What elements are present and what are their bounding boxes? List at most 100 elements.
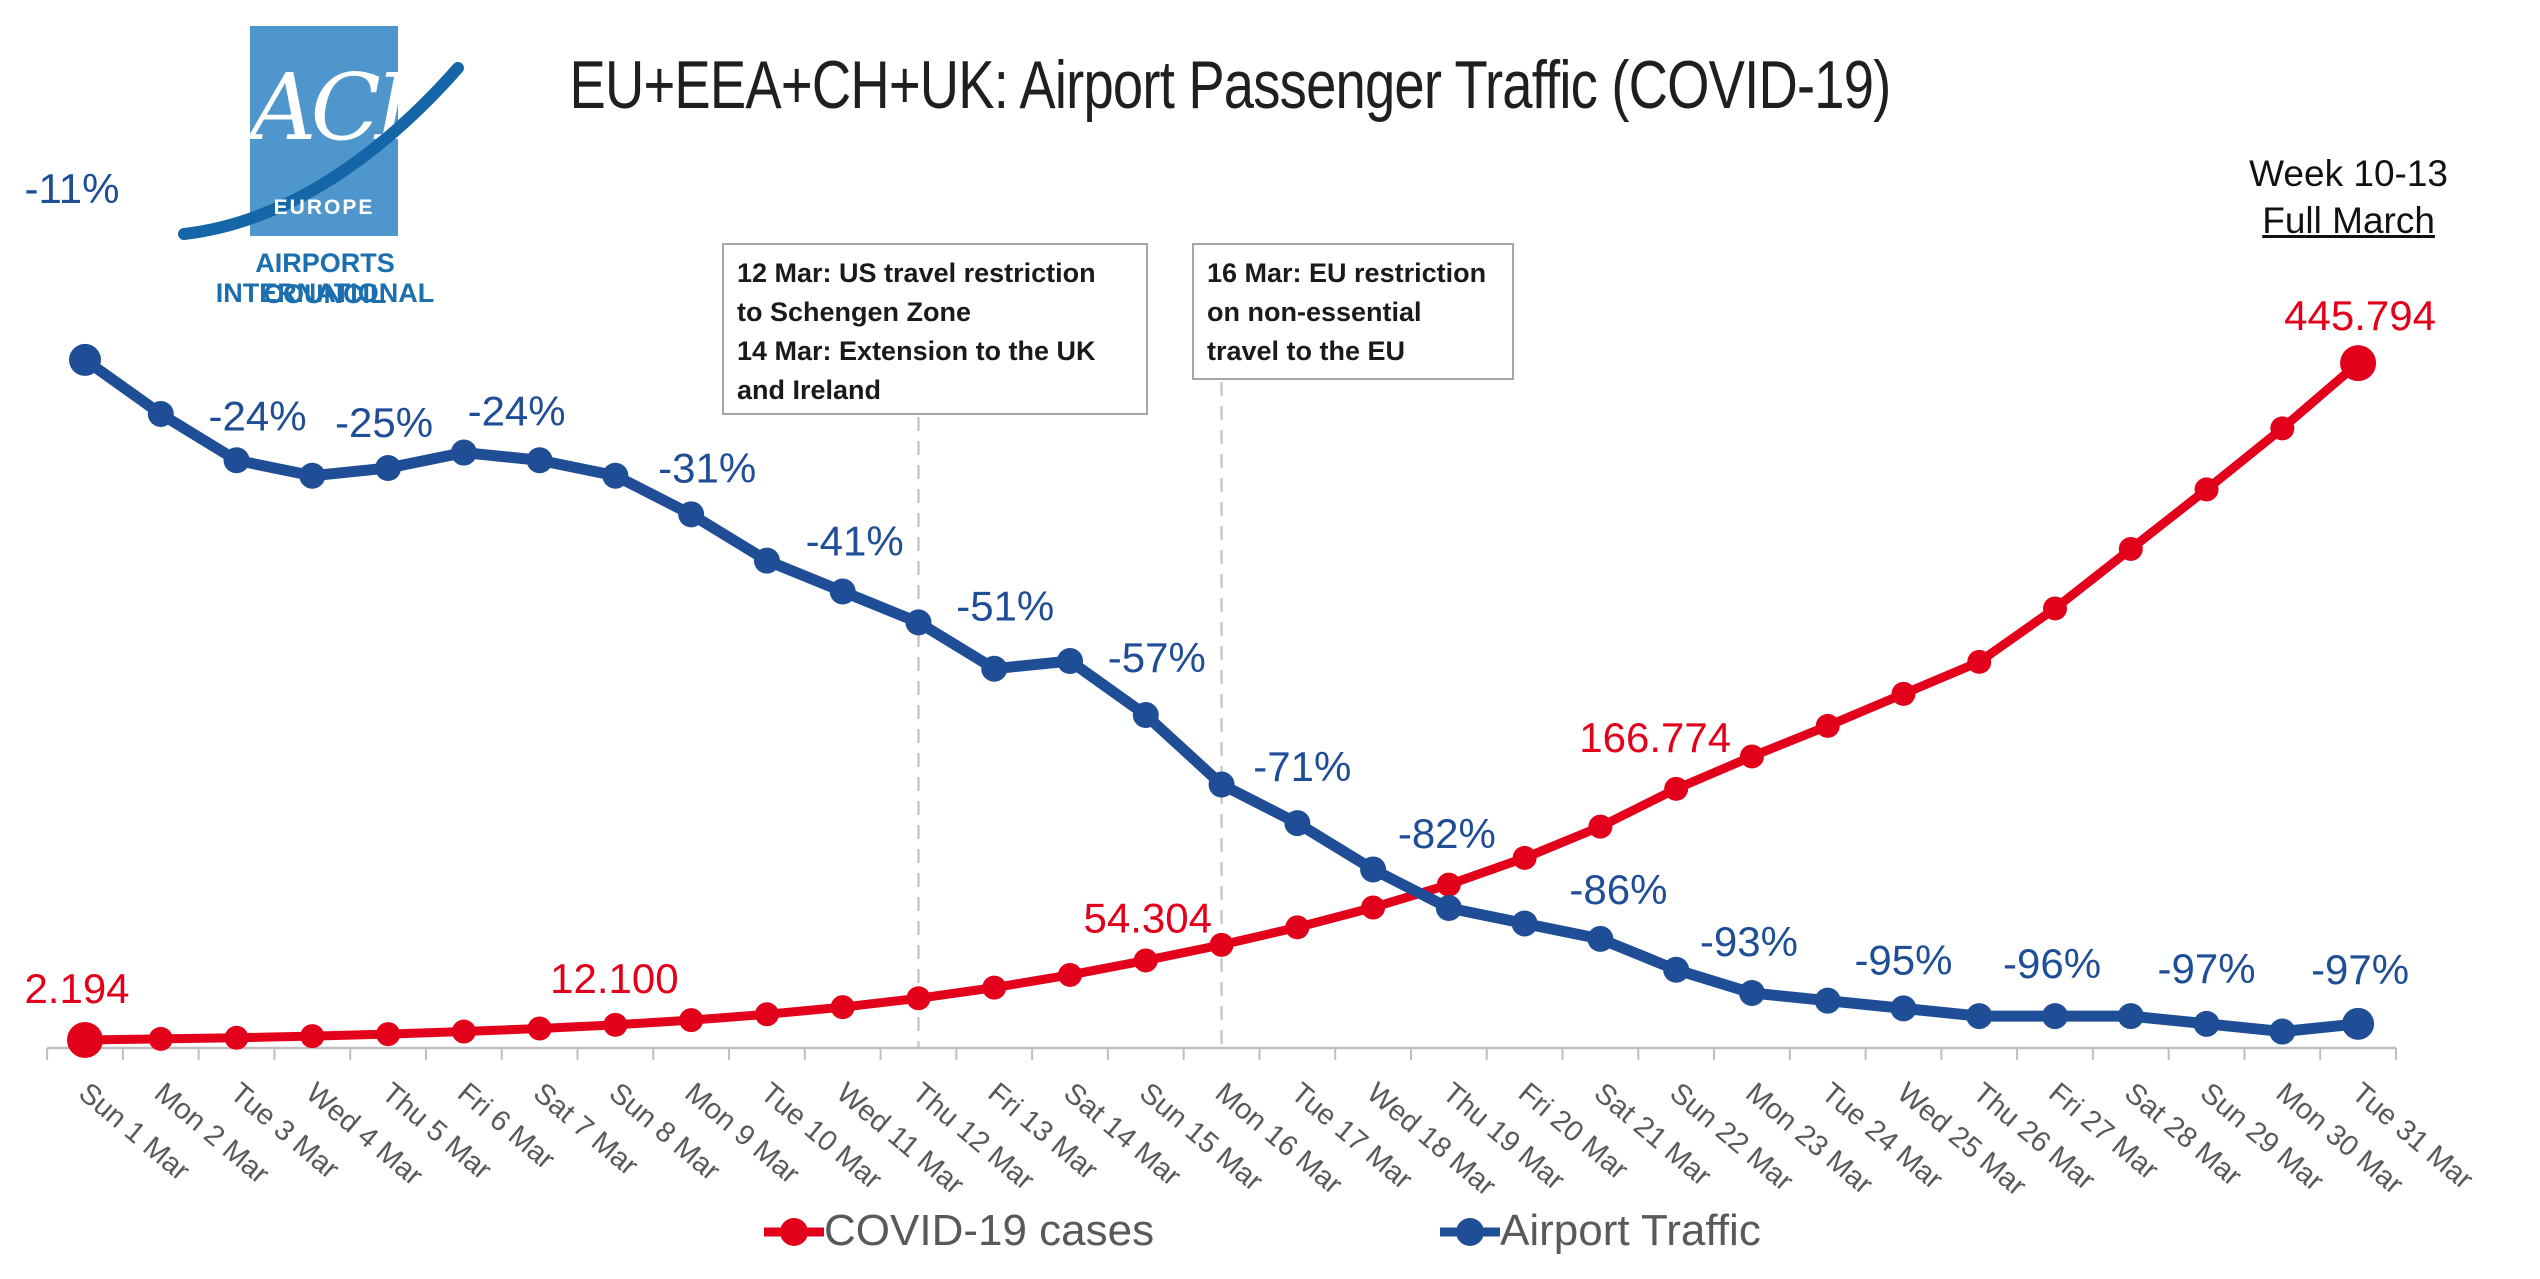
data-point — [830, 995, 855, 1020]
data-label: 54.304 — [1084, 894, 1212, 941]
legend-item-label: COVID-19 cases — [824, 1206, 1155, 1255]
data-point — [1738, 979, 1765, 1006]
data-point — [1587, 925, 1614, 952]
data-label: 445.794 — [2284, 292, 2436, 339]
data-label: -24% — [468, 387, 566, 434]
data-point — [299, 462, 326, 489]
data-point — [69, 343, 101, 376]
data-point — [753, 547, 780, 574]
annotation-line: 12 Mar: US travel restriction — [737, 258, 1096, 288]
data-point — [1664, 776, 1689, 801]
annotation-line: and Ireland — [737, 375, 882, 405]
data-label: -57% — [1108, 634, 1206, 681]
data-point — [602, 462, 629, 489]
data-point — [2043, 596, 2068, 621]
data-label: 12.100 — [550, 955, 678, 1002]
data-point — [1057, 648, 1084, 674]
data-label: -71% — [1253, 743, 1351, 790]
logo-caption-line1: AIRPORTS COUNCIL — [255, 248, 395, 309]
data-point — [2194, 477, 2219, 502]
data-point — [905, 609, 932, 636]
data-label: -95% — [1854, 936, 1952, 983]
data-point — [2342, 1007, 2375, 1040]
data-label: -97% — [2311, 946, 2409, 993]
page-title: EU+EEA+CH+UK: Airport Passenger Traffic … — [569, 47, 1891, 123]
data-point — [67, 1021, 103, 1058]
annotation-box-us-restriction: 12 Mar: US travel restriction to Schengen… — [722, 243, 1148, 415]
data-point — [1739, 744, 1764, 769]
data-point — [1209, 932, 1234, 957]
data-point — [2117, 1003, 2144, 1030]
data-point — [1512, 845, 1537, 870]
logo-rectangle — [250, 26, 398, 236]
data-point — [1967, 649, 1992, 674]
data-point — [451, 1019, 476, 1044]
data-label: -51% — [956, 583, 1054, 630]
data-point — [1588, 814, 1613, 839]
data-point — [148, 1026, 173, 1051]
period-label: Full March — [2262, 200, 2435, 241]
data-point — [376, 1022, 401, 1047]
week-range-block: Week 10-13 Full March — [2249, 150, 2448, 244]
data-point — [300, 1024, 325, 1049]
data-point — [1435, 895, 1462, 922]
data-point — [2193, 1010, 2220, 1037]
data-point — [1284, 810, 1311, 837]
data-point — [527, 1016, 552, 1041]
data-point — [1814, 987, 1841, 1014]
data-point — [375, 455, 402, 481]
data-point — [906, 986, 931, 1011]
data-label: -86% — [1569, 866, 1667, 913]
data-point — [981, 655, 1008, 682]
data-point — [2340, 345, 2377, 382]
data-point — [1132, 702, 1159, 729]
data-point — [224, 1025, 249, 1050]
data-label: -41% — [806, 518, 904, 565]
data-point — [450, 439, 477, 466]
data-point — [223, 447, 250, 474]
data-label: -11% — [25, 165, 120, 212]
data-label: -97% — [2158, 945, 2256, 992]
data-point — [754, 1002, 779, 1027]
data-point — [1891, 681, 1916, 706]
legend-item-label: Airport Traffic — [1500, 1206, 1761, 1255]
annotation-line: 14 Mar: Extension to the UK — [737, 336, 1096, 366]
logo-swoosh-icon — [178, 62, 464, 240]
data-point — [1361, 895, 1386, 920]
legend-marker-icon — [764, 1218, 824, 1246]
annotation-box-eu-restriction: 16 Mar: EU restriction on non-essential tr… — [1192, 243, 1514, 380]
data-point — [1436, 872, 1461, 897]
data-label: -96% — [2003, 940, 2101, 987]
aci-europe-logo: ACI EUROPE AIRPORTS COUNCIL INTERNATIONA… — [0, 0, 480, 320]
data-point — [2118, 536, 2143, 561]
data-point — [2042, 1003, 2069, 1030]
annotation-line: travel to the EU — [1207, 336, 1406, 366]
data-point — [147, 400, 174, 427]
legend-marker-icon — [1440, 1218, 1500, 1246]
data-point — [1133, 948, 1158, 973]
week-label: Week 10-13 — [2249, 153, 2448, 194]
data-point — [982, 975, 1007, 1000]
data-point — [1815, 713, 1840, 738]
data-label: -31% — [658, 444, 756, 491]
data-point — [678, 501, 705, 528]
logo-caption-line2: INTERNATIONAL — [215, 278, 435, 308]
data-point — [1285, 915, 1310, 940]
annotation-line: to Schengen Zone — [737, 297, 972, 327]
data-point — [603, 1012, 628, 1037]
data-point — [679, 1008, 704, 1033]
data-point — [1511, 910, 1538, 937]
data-label: -25% — [335, 399, 433, 446]
data-point — [2270, 416, 2295, 441]
annotation-line: on non-essential — [1207, 297, 1422, 327]
data-point — [1208, 771, 1235, 798]
annotation-line: 16 Mar: EU restriction — [1207, 258, 1487, 288]
data-label: -93% — [1700, 918, 1798, 965]
data-point — [1058, 962, 1083, 987]
data-point — [1663, 956, 1690, 983]
data-point — [526, 447, 553, 474]
data-point — [2269, 1018, 2296, 1045]
data-label: -82% — [1398, 810, 1496, 857]
